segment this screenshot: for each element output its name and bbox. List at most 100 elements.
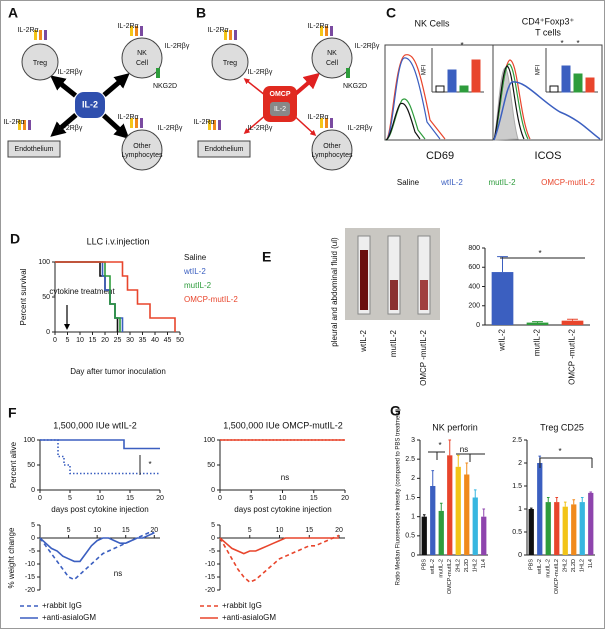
series-line: [40, 439, 160, 450]
molecule-label: OMCP: [270, 91, 291, 98]
x-tick-label: 1HL2: [473, 559, 479, 572]
c-title: T cells: [535, 27, 561, 37]
diagram-label: IL-2Rβγ: [248, 69, 273, 76]
arrow: [102, 73, 130, 97]
chart-title: LLC i.v.injection: [87, 236, 150, 246]
bar: [481, 516, 487, 555]
receptor: [234, 30, 237, 40]
x-tick-label: mutIL-2: [533, 328, 542, 356]
histogram: [385, 57, 441, 141]
annotation: ns: [460, 445, 468, 454]
receptor: [325, 26, 328, 36]
histogram: [385, 102, 421, 141]
bar: [455, 466, 461, 555]
bar: [526, 322, 549, 325]
inset-label: MFI: [422, 65, 428, 76]
annotation: cytokine treatment: [49, 287, 115, 296]
diagram-label: IL-2Rβγ: [348, 125, 373, 132]
il2-molecule: [75, 92, 105, 118]
receptor: [320, 26, 323, 36]
bar: [472, 497, 478, 555]
x-tick-label: 10: [76, 337, 84, 344]
legend-entry: +anti-asialoGM: [42, 613, 96, 622]
error-bar: [572, 499, 576, 505]
diagram-label: Lymphocytes: [122, 152, 163, 159]
diagram-label: IL-2Rα: [207, 27, 228, 34]
cell: [211, 43, 249, 81]
receptor: [34, 30, 37, 40]
receptor: [330, 118, 333, 128]
receptor: [28, 120, 31, 130]
arrow: [243, 78, 266, 97]
x-tick-label: 50: [176, 337, 184, 344]
legend-entry: +anti-asialoGM: [222, 613, 276, 622]
axis-label: ICOS: [535, 150, 562, 162]
y-tick-label: 0: [31, 487, 35, 494]
x-tick-label: 40: [151, 337, 159, 344]
x-tick-label: 5: [248, 527, 252, 534]
y-tick-label: -5: [209, 548, 215, 555]
diagram-label: IL-2Rβγ: [58, 125, 83, 132]
x-tick-label: 25: [114, 337, 122, 344]
molecule-label: IL-2: [274, 106, 286, 113]
diagram-label: IL-2Rβγ: [158, 125, 183, 132]
series-line: [39, 532, 155, 563]
y-tick-label: 1.5: [405, 494, 415, 501]
x-tick-label: 20: [150, 527, 158, 534]
histogram: [493, 63, 529, 141]
cell: [121, 37, 163, 79]
inset-bar: [585, 77, 595, 93]
receptor: [130, 118, 133, 128]
x-tick-label: 5: [68, 495, 72, 502]
y-tick-label: 2: [518, 460, 522, 467]
error-bar: [580, 497, 584, 503]
y-tick-label: 0.5: [512, 529, 522, 536]
diagram-label: IL-2Rα: [17, 27, 38, 34]
x-tick-label: 0: [218, 495, 222, 502]
receptor: [213, 120, 216, 130]
annotation: ns: [114, 569, 122, 578]
x-tick-label: 20: [156, 495, 164, 502]
x-tick-label: 20: [341, 495, 349, 502]
legend-entry: Saline: [184, 253, 207, 262]
error-bar: [473, 489, 477, 498]
bracket: [428, 451, 485, 462]
diagram-label: Treg: [223, 60, 237, 67]
receptor: [18, 120, 21, 130]
y-tick-label: 0: [476, 322, 480, 329]
cell: [311, 129, 353, 171]
error-bar: [465, 462, 469, 475]
y-tick-label: 5: [31, 522, 35, 529]
x-tick-label: 15: [122, 527, 130, 534]
bar: [447, 455, 453, 555]
x-tick-label: PBS: [529, 559, 535, 570]
x-tick-label: 10: [276, 527, 284, 534]
bar: [561, 320, 584, 325]
diagram-label: NK: [327, 50, 337, 57]
bar: [421, 516, 427, 555]
x-axis-label: days post cytokine injection: [51, 505, 148, 514]
receptor: [140, 26, 143, 36]
c-title: NK Cells: [414, 18, 450, 28]
y-tick-label: 50: [42, 294, 50, 301]
error-bar: [482, 508, 486, 517]
y-tick-label: 100: [203, 437, 215, 444]
inset-bar: [435, 85, 445, 93]
y-tick-label: -5: [29, 548, 35, 555]
error-bar: [448, 439, 452, 456]
cell: [21, 43, 59, 81]
x-tick-label: PBS: [422, 559, 428, 570]
y-tick-label: 0.5: [405, 533, 415, 540]
panel-letter: B: [196, 5, 206, 21]
diagram-label: Endothelium: [205, 146, 244, 153]
annotation: *: [558, 447, 561, 456]
x-tick-label: 15: [126, 495, 134, 502]
molecule-label: IL-2: [82, 99, 98, 109]
error-bar: [567, 318, 578, 321]
arrow: [243, 114, 267, 134]
annotation: *: [538, 249, 541, 258]
diagram-label: Endothelium: [15, 146, 54, 153]
x-tick-label: 5: [67, 527, 71, 534]
x-axis-label: Day after tumor inoculation: [70, 367, 166, 376]
legend-entry: OMCP-mutIL-2: [184, 295, 238, 304]
